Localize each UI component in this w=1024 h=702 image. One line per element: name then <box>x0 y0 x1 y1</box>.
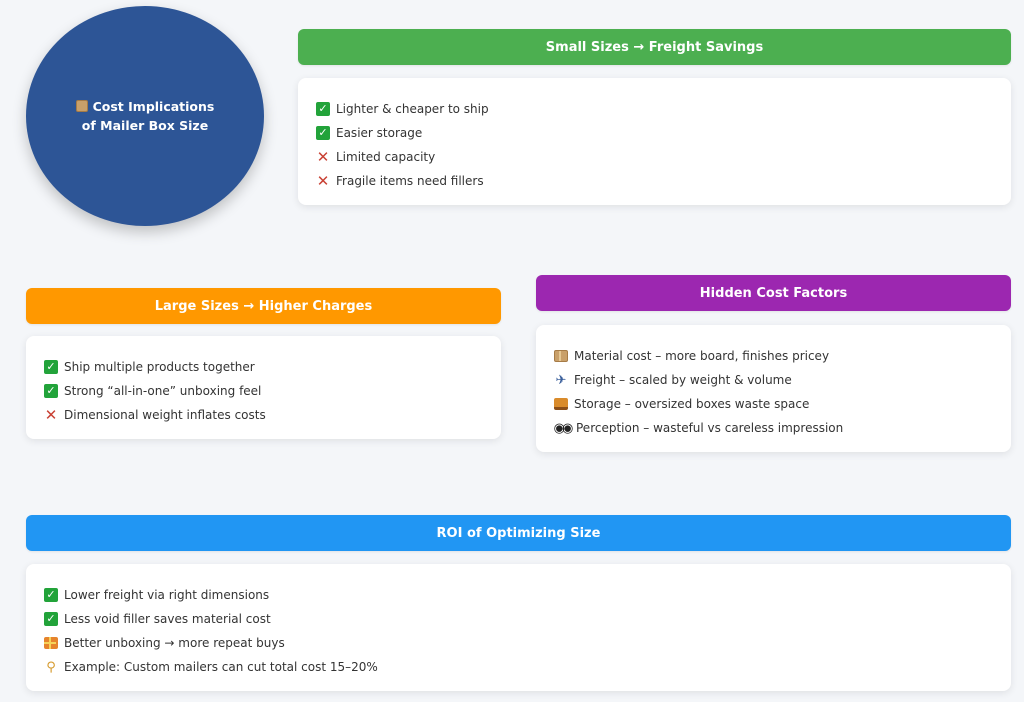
small-sizes-header-label: Small Sizes → Freight Savings <box>545 39 764 55</box>
lightbulb-icon: ⚲ <box>46 659 56 675</box>
small-sizes-header: Small Sizes → Freight Savings <box>298 29 1011 65</box>
list-item: ✓ Lighter & cheaper to ship <box>316 97 993 121</box>
check-icon: ✓ <box>44 588 58 602</box>
list-item: Better unboxing → more repeat buys <box>44 631 993 655</box>
large-sizes-header-label: Large Sizes → Higher Charges <box>154 298 373 314</box>
list-item: ✕ Dimensional weight inflates costs <box>44 403 483 427</box>
cross-icon: ✕ <box>316 148 330 166</box>
large-sizes-header: Large Sizes → Higher Charges <box>26 288 501 324</box>
package-icon <box>554 350 568 362</box>
list-item: ⚲ Example: Custom mailers can cut total … <box>44 655 993 679</box>
list-item: ◉◉ Perception – wasteful vs careless imp… <box>554 416 993 440</box>
title-line-2: of Mailer Box Size <box>81 118 209 133</box>
list-item: ✓ Less void filler saves material cost <box>44 607 993 631</box>
hidden-cost-header: Hidden Cost Factors <box>536 275 1011 311</box>
item-text: Easier storage <box>336 126 423 140</box>
item-text: Dimensional weight inflates costs <box>64 408 266 422</box>
item-text: Storage – oversized boxes waste space <box>574 397 810 411</box>
airplane-icon: ✈ <box>555 372 567 388</box>
list-item: ✓ Easier storage <box>316 121 993 145</box>
item-text: Lighter & cheaper to ship <box>336 102 489 116</box>
storage-icon <box>554 398 568 410</box>
hidden-cost-card: Material cost – more board, finishes pri… <box>536 325 1011 452</box>
check-icon: ✓ <box>44 384 58 398</box>
cross-icon: ✕ <box>44 406 58 424</box>
item-text: Limited capacity <box>336 150 436 164</box>
list-item: ✈ Freight – scaled by weight & volume <box>554 368 993 392</box>
list-item: ✓ Lower freight via right dimensions <box>44 583 993 607</box>
title-circle: Cost Implications of Mailer Box Size <box>26 6 264 226</box>
list-item: Storage – oversized boxes waste space <box>554 392 993 416</box>
check-icon: ✓ <box>44 360 58 374</box>
large-sizes-card: ✓ Ship multiple products together ✓ Stro… <box>26 336 501 439</box>
item-text: Example: Custom mailers can cut total co… <box>64 660 378 674</box>
list-item: ✓ Ship multiple products together <box>44 355 483 379</box>
check-icon: ✓ <box>44 612 58 626</box>
list-item: Material cost – more board, finishes pri… <box>554 344 993 368</box>
eyes-icon: ◉◉ <box>553 420 574 436</box>
item-text: Fragile items need fillers <box>336 174 484 188</box>
item-text: Lower freight via right dimensions <box>64 588 270 602</box>
list-item: ✕ Fragile items need fillers <box>316 169 993 193</box>
list-item: ✕ Limited capacity <box>316 145 993 169</box>
item-text: Freight – scaled by weight & volume <box>574 373 792 387</box>
package-icon <box>75 100 88 112</box>
item-text: Ship multiple products together <box>64 360 255 374</box>
cross-icon: ✕ <box>316 172 330 190</box>
item-text: Less void filler saves material cost <box>64 612 271 626</box>
small-sizes-card: ✓ Lighter & cheaper to ship ✓ Easier sto… <box>298 78 1011 205</box>
item-text: Better unboxing → more repeat buys <box>64 636 285 650</box>
item-text: Material cost – more board, finishes pri… <box>574 349 830 363</box>
title-line-1: Cost Implications <box>92 99 215 114</box>
gift-icon <box>44 637 58 649</box>
check-icon: ✓ <box>316 102 330 116</box>
check-icon: ✓ <box>316 126 330 140</box>
list-item: ✓ Strong “all-in-one” unboxing feel <box>44 379 483 403</box>
item-text: Perception – wasteful vs careless impres… <box>576 421 844 435</box>
roi-card: ✓ Lower freight via right dimensions ✓ L… <box>26 564 1011 691</box>
roi-header: ROI of Optimizing Size <box>26 515 1011 551</box>
item-text: Strong “all-in-one” unboxing feel <box>64 384 262 398</box>
hidden-cost-header-label: Hidden Cost Factors <box>699 285 848 301</box>
roi-header-label: ROI of Optimizing Size <box>436 525 601 541</box>
